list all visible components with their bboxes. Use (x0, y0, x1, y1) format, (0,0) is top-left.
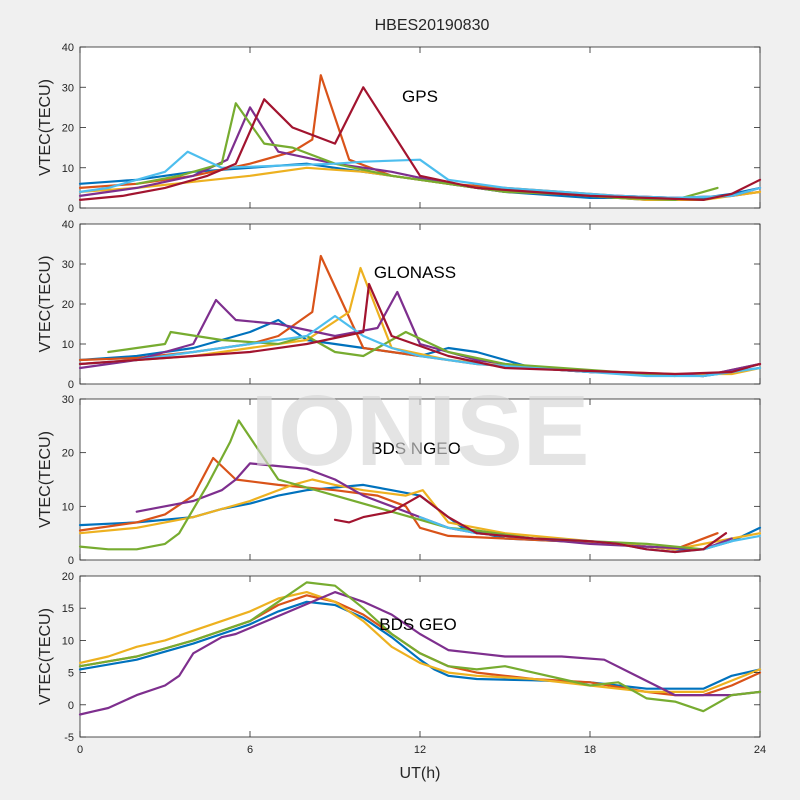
y-tick-label: 20 (62, 123, 74, 135)
series-line-7 (333, 494, 728, 554)
y-tick-label: 0 (68, 700, 74, 712)
watermark-text: IONISE (251, 375, 590, 487)
series-line-6 (78, 314, 762, 378)
series-group (78, 581, 762, 716)
y-axis-label: VTEC(TECU) (37, 608, 54, 705)
y-tick-label: 10 (62, 501, 74, 513)
chart-title: HBES20190830 (375, 17, 490, 34)
x-axis-label: UT(h) (400, 765, 441, 782)
series-group (78, 419, 762, 554)
y-axis-label: VTEC(TECU) (37, 79, 54, 176)
y-tick-label: 20 (62, 299, 74, 311)
y-tick-label: 5 (68, 668, 74, 680)
x-tick-label: 18 (584, 744, 596, 756)
y-tick-label: 30 (62, 259, 74, 271)
y-tick-label: 40 (62, 42, 74, 54)
y-tick-label: -5 (64, 732, 74, 744)
panel-3: 0 10 20 30 VTEC(TECU) BDS NGEO (37, 394, 762, 567)
y-tick-label: 40 (62, 219, 74, 231)
system-label: GPS (402, 87, 438, 106)
panels: 0 10 20 30 40 VTEC(TECU) GPS 0 10 20 30 40 VTEC(TECU… (37, 42, 766, 756)
panel-1: 0 10 20 30 40 VTEC(TECU) GPS (37, 42, 762, 215)
series-group (78, 254, 762, 378)
y-axis-label: VTEC(TECU) (37, 256, 54, 353)
y-tick-label: 10 (62, 635, 74, 647)
plot-area (79, 398, 761, 561)
y-tick-label: 10 (62, 163, 74, 175)
plot-area (79, 575, 761, 738)
series-line-4 (78, 591, 762, 716)
panel-2: 0 10 20 30 40 VTEC(TECU) GLONASS (37, 219, 762, 391)
y-tick-label: 0 (68, 555, 74, 567)
series-line-7 (78, 282, 762, 376)
series-line-4 (135, 462, 733, 551)
y-tick-label: 0 (68, 379, 74, 391)
series-line-5 (107, 330, 677, 378)
series-group (78, 74, 762, 201)
y-tick-label: 0 (68, 203, 74, 215)
plot-area (79, 223, 761, 385)
y-tick-label: 15 (62, 603, 74, 615)
series-line-5 (78, 581, 762, 713)
x-tick-label: 24 (754, 744, 766, 756)
x-tick-label: 6 (247, 744, 253, 756)
y-axis-label: VTEC(TECU) (37, 431, 54, 528)
y-tick-label: 30 (62, 82, 74, 94)
series-line-7 (78, 86, 762, 201)
system-label: GLONASS (374, 263, 456, 282)
y-tick-label: 30 (62, 394, 74, 406)
y-tick-label: 10 (62, 339, 74, 351)
y-tick-label: 20 (62, 571, 74, 583)
x-tick-label: 12 (414, 744, 426, 756)
x-tick-label: 0 (77, 744, 83, 756)
y-tick-label: 20 (62, 448, 74, 460)
system-label: BDS GEO (379, 615, 456, 634)
system-label: BDS NGEO (371, 439, 461, 458)
